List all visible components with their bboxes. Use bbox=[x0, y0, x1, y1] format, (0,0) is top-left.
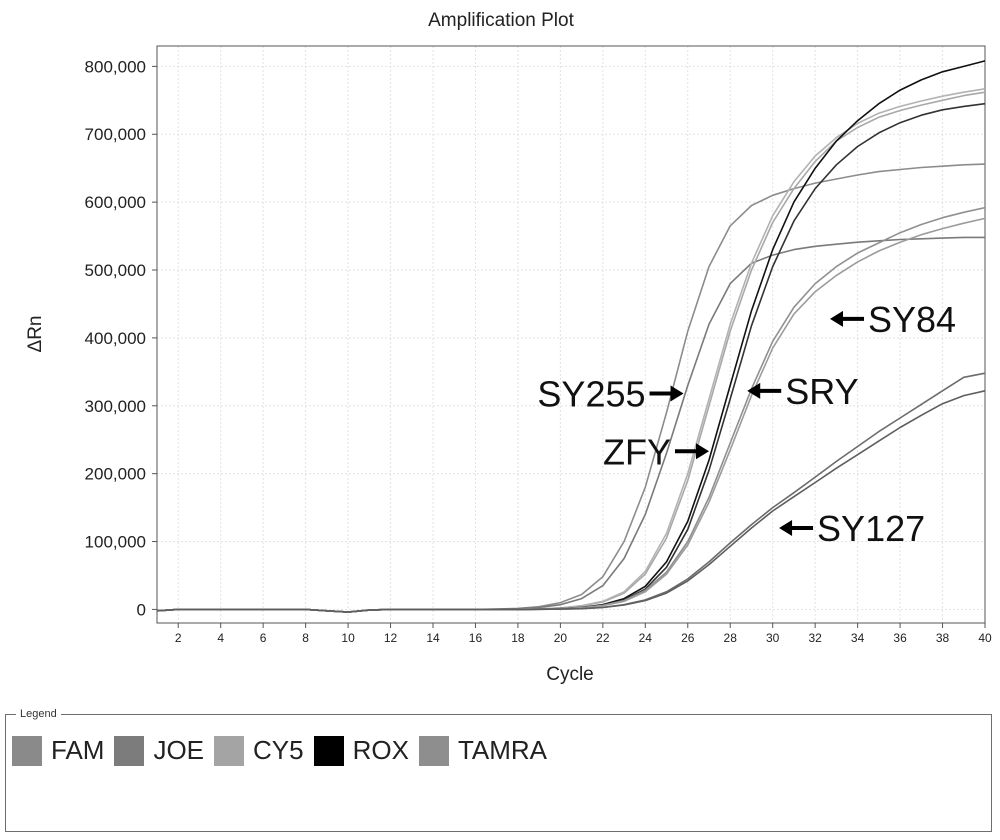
x-tick-label: 6 bbox=[260, 631, 267, 645]
legend-item-rox: ROX bbox=[314, 735, 409, 766]
y-tick-label: 300,000 bbox=[85, 397, 146, 416]
y-tick-label: 0 bbox=[137, 600, 146, 619]
legend-swatch-fam bbox=[12, 736, 42, 766]
x-tick-label: 26 bbox=[681, 631, 695, 645]
annotation-sy127: SY127 bbox=[779, 508, 925, 549]
y-axis-label: ΔRn bbox=[25, 316, 46, 353]
annotation-arrowhead bbox=[671, 386, 684, 402]
x-axis-label: Cycle bbox=[546, 664, 594, 685]
series-line-joe bbox=[157, 237, 985, 612]
y-tick-label: 400,000 bbox=[85, 329, 146, 348]
x-tick-label: 36 bbox=[893, 631, 907, 645]
legend-label-tamra: TAMRA bbox=[458, 735, 547, 766]
x-tick-label: 2 bbox=[175, 631, 182, 645]
chart-title: Amplification Plot bbox=[428, 10, 574, 31]
y-tick-label: 600,000 bbox=[85, 193, 146, 212]
x-axis-ticks: 246810121416182022242628303234363840 bbox=[175, 623, 992, 645]
annotation-label: SY255 bbox=[537, 374, 645, 415]
legend-swatch-tamra bbox=[419, 736, 449, 766]
amplification-chart: Amplification Plot 0 100,000 200,000 300,00… bbox=[0, 0, 1000, 700]
legend-title: Legend bbox=[16, 706, 61, 722]
y-tick-label: 700,000 bbox=[85, 125, 146, 144]
annotation-sy84: SY84 bbox=[830, 299, 956, 340]
x-tick-label: 38 bbox=[936, 631, 950, 645]
legend-swatch-joe bbox=[114, 736, 144, 766]
x-tick-label: 12 bbox=[384, 631, 398, 645]
x-tick-label: 18 bbox=[511, 631, 525, 645]
legend-label-fam: FAM bbox=[51, 735, 104, 766]
x-tick-label: 40 bbox=[978, 631, 992, 645]
y-axis-ticks: 0 100,000 200,000 300,000 400,000 500,000 600,… bbox=[85, 57, 157, 619]
x-tick-label: 24 bbox=[639, 631, 653, 645]
legend-swatch-rox bbox=[314, 736, 344, 766]
legend-item-joe: JOE bbox=[114, 735, 204, 766]
annotation-label: SRY bbox=[785, 371, 858, 412]
y-tick-label: 800,000 bbox=[85, 57, 146, 76]
series-line-tamra bbox=[157, 218, 985, 612]
y-tick-label: 500,000 bbox=[85, 261, 146, 280]
legend-label-joe: JOE bbox=[153, 735, 204, 766]
y-tick-label: 100,000 bbox=[85, 533, 146, 552]
legend-item-fam: FAM bbox=[12, 735, 104, 766]
x-tick-label: 14 bbox=[426, 631, 440, 645]
annotation-label: SY84 bbox=[868, 299, 956, 340]
legend-swatch-cy5 bbox=[214, 736, 244, 766]
annotations: SY255 ZFY SRYSY84 SY127 bbox=[537, 299, 956, 549]
x-tick-label: 30 bbox=[766, 631, 780, 645]
series-line-tamra bbox=[157, 391, 985, 612]
legend-item-tamra: TAMRA bbox=[419, 735, 547, 766]
legend-label-cy5: CY5 bbox=[253, 735, 304, 766]
annotation-label: SY127 bbox=[817, 508, 925, 549]
annotation-sy255: SY255 bbox=[537, 374, 683, 415]
annotation-label: ZFY bbox=[603, 431, 671, 472]
x-tick-label: 28 bbox=[724, 631, 738, 645]
annotation-arrowhead bbox=[696, 443, 709, 459]
x-tick-label: 22 bbox=[596, 631, 610, 645]
x-tick-label: 8 bbox=[302, 631, 309, 645]
x-tick-label: 4 bbox=[217, 631, 224, 645]
legend-items: FAM JOE CY5 ROX TAMRA bbox=[12, 735, 557, 766]
annotation-zfy: ZFY bbox=[603, 431, 709, 472]
legend-panel: Legend FAM JOE CY5 ROX TAMRA bbox=[5, 714, 992, 832]
x-tick-label: 32 bbox=[808, 631, 822, 645]
legend-label-rox: ROX bbox=[353, 735, 409, 766]
x-tick-label: 16 bbox=[469, 631, 483, 645]
x-tick-label: 10 bbox=[341, 631, 355, 645]
x-tick-label: 34 bbox=[851, 631, 865, 645]
legend-item-cy5: CY5 bbox=[214, 735, 304, 766]
annotation-sry: SRY bbox=[747, 371, 858, 412]
y-tick-label: 200,000 bbox=[85, 465, 146, 484]
x-tick-label: 20 bbox=[554, 631, 568, 645]
